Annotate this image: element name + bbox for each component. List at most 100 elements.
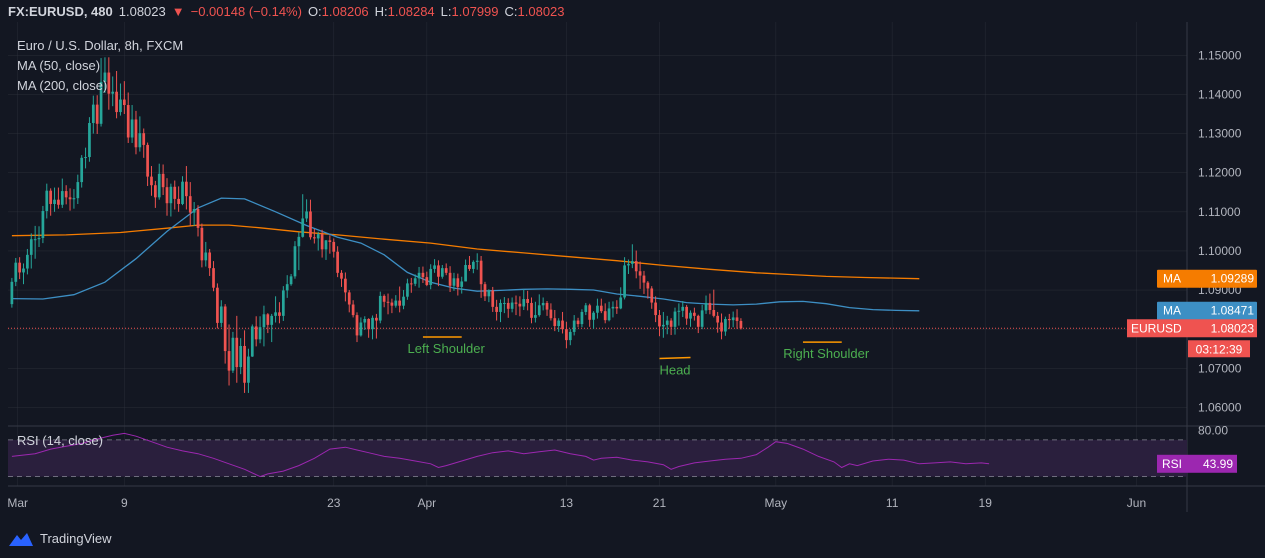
candle-body: [596, 305, 599, 313]
candle-body: [681, 306, 685, 311]
candle-body: [409, 283, 413, 285]
legend-ma200[interactable]: MA (200, close): [17, 78, 108, 93]
candle-body: [150, 176, 153, 186]
candle-body: [126, 105, 130, 138]
candle-body: [336, 251, 339, 273]
candle-body: [727, 318, 731, 321]
y-tick-label: 1.10000: [1198, 244, 1242, 258]
candle: [549, 303, 553, 321]
candle-body: [460, 281, 464, 287]
x-tick-label: Mar: [7, 496, 28, 510]
tradingview-logo-icon[interactable]: [8, 531, 34, 547]
candle: [285, 275, 289, 298]
ma200-price-badge-label: MA: [1163, 272, 1181, 286]
candle-body: [355, 315, 359, 336]
candle-body: [231, 337, 235, 371]
candle: [33, 225, 37, 259]
candle-body: [239, 345, 243, 368]
rsi-legend[interactable]: RSI (14, close): [17, 433, 103, 448]
candle: [270, 313, 274, 343]
candle-body: [22, 268, 25, 273]
candle-body: [429, 268, 433, 285]
candle-body: [731, 317, 735, 321]
candle: [200, 223, 204, 268]
y-tick-label: 1.12000: [1198, 166, 1242, 180]
candle-body: [122, 99, 126, 106]
candle-body: [537, 305, 541, 316]
candle-body: [138, 133, 142, 148]
candle: [689, 310, 692, 327]
candle: [394, 295, 398, 308]
candle: [262, 305, 266, 347]
candle: [188, 182, 192, 227]
candle: [681, 300, 685, 318]
candle-body: [301, 218, 305, 237]
price-axis[interactable]: 1.15000 1.14000 1.13000 1.12000 1.11000 1.100…: [1198, 48, 1242, 437]
candle: [309, 199, 312, 240]
candle-body: [115, 91, 118, 113]
y-tick-label: 1.13000: [1198, 127, 1242, 141]
candle: [471, 260, 475, 274]
candle-body: [479, 260, 483, 285]
candle: [157, 163, 161, 200]
candle: [107, 57, 111, 110]
candle: [677, 303, 681, 326]
candle: [371, 315, 374, 340]
candle: [219, 300, 223, 328]
legend-title[interactable]: Euro / U.S. Dollar, 8h, FXCM: [17, 38, 184, 53]
candle-body: [146, 144, 149, 177]
candle-body: [534, 315, 537, 318]
candle-body: [130, 119, 134, 138]
candle-body: [522, 299, 526, 307]
annotation-underline: [659, 356, 691, 360]
candle: [99, 58, 103, 127]
legend-ma50[interactable]: MA (50, close): [17, 58, 101, 73]
candle-body: [320, 234, 324, 250]
candle: [444, 263, 448, 276]
candle-body: [565, 329, 568, 341]
candle-body: [514, 302, 518, 304]
candle: [607, 301, 611, 322]
candle: [611, 301, 615, 318]
candle: [669, 318, 673, 336]
candle: [510, 297, 514, 313]
brand-name[interactable]: TradingView: [40, 531, 112, 546]
candle-body: [696, 315, 700, 327]
candle-body: [309, 211, 312, 238]
candle: [138, 116, 142, 152]
candle-body: [18, 262, 21, 273]
candle-body: [704, 302, 708, 311]
candle-body: [26, 254, 29, 269]
candle-body: [29, 239, 33, 255]
grid-lines: [8, 22, 1265, 512]
candle: [227, 324, 231, 386]
candle-body: [68, 197, 72, 200]
candle: [456, 273, 460, 296]
candle: [301, 194, 305, 238]
main-legend: Euro / U.S. Dollar, 8h, FXCM MA (50, clo…: [17, 36, 183, 96]
candle-body: [41, 211, 45, 239]
candle-body: [530, 302, 533, 318]
candle: [720, 313, 723, 340]
candle: [673, 307, 677, 335]
candle-body: [483, 284, 487, 297]
candle: [223, 304, 227, 364]
candle: [351, 300, 355, 318]
candle: [712, 289, 716, 318]
candle-body: [673, 311, 677, 327]
candle-body: [402, 296, 405, 306]
candle: [731, 311, 735, 328]
candle: [627, 259, 630, 275]
candle: [619, 287, 623, 310]
candle: [216, 283, 219, 329]
candle: [26, 248, 29, 275]
candle-body: [328, 240, 332, 242]
candle-body: [258, 327, 262, 340]
time-axis[interactable]: Mar 9 23 Apr 13 21 May 11 19 Jun: [7, 496, 1146, 510]
candle: [382, 294, 386, 308]
candle-body: [10, 281, 14, 305]
symbol-label[interactable]: FX:EURUSD, 480: [8, 3, 113, 19]
candle-body: [510, 302, 514, 309]
candle-body: [347, 292, 351, 305]
